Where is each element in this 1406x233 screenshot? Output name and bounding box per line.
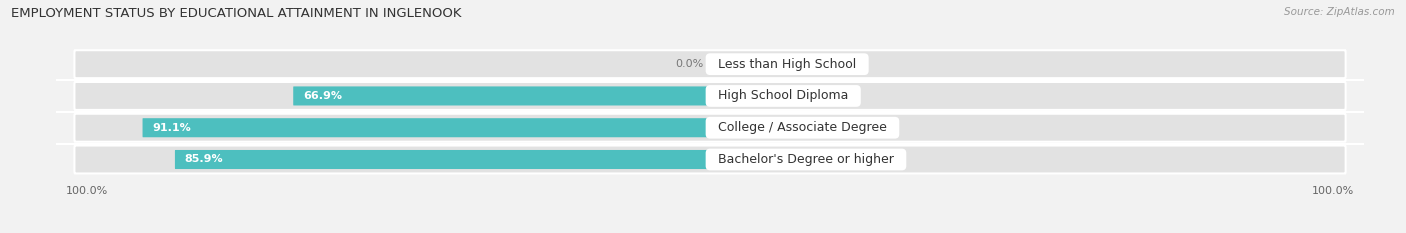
FancyBboxPatch shape (710, 118, 749, 137)
FancyBboxPatch shape (710, 150, 735, 169)
Text: High School Diploma: High School Diploma (710, 89, 856, 103)
FancyBboxPatch shape (75, 82, 1346, 110)
Text: 91.1%: 91.1% (152, 123, 191, 133)
Text: Source: ZipAtlas.com: Source: ZipAtlas.com (1284, 7, 1395, 17)
FancyBboxPatch shape (174, 150, 710, 169)
Text: 0.0%: 0.0% (744, 154, 772, 164)
FancyBboxPatch shape (710, 55, 735, 74)
Text: 66.9%: 66.9% (302, 91, 342, 101)
FancyBboxPatch shape (75, 50, 1346, 78)
FancyBboxPatch shape (142, 118, 710, 137)
Text: 0.0%: 0.0% (744, 91, 772, 101)
Text: 85.9%: 85.9% (184, 154, 224, 164)
FancyBboxPatch shape (75, 146, 1346, 174)
Text: 0.0%: 0.0% (675, 59, 704, 69)
Text: 0.0%: 0.0% (744, 59, 772, 69)
Text: Bachelor's Degree or higher: Bachelor's Degree or higher (710, 153, 901, 166)
Text: 6.2%: 6.2% (758, 123, 786, 133)
FancyBboxPatch shape (294, 86, 710, 106)
Text: Less than High School: Less than High School (710, 58, 865, 71)
Text: EMPLOYMENT STATUS BY EDUCATIONAL ATTAINMENT IN INGLENOOK: EMPLOYMENT STATUS BY EDUCATIONAL ATTAINM… (11, 7, 461, 20)
FancyBboxPatch shape (710, 86, 735, 106)
FancyBboxPatch shape (75, 114, 1346, 142)
Text: College / Associate Degree: College / Associate Degree (710, 121, 894, 134)
